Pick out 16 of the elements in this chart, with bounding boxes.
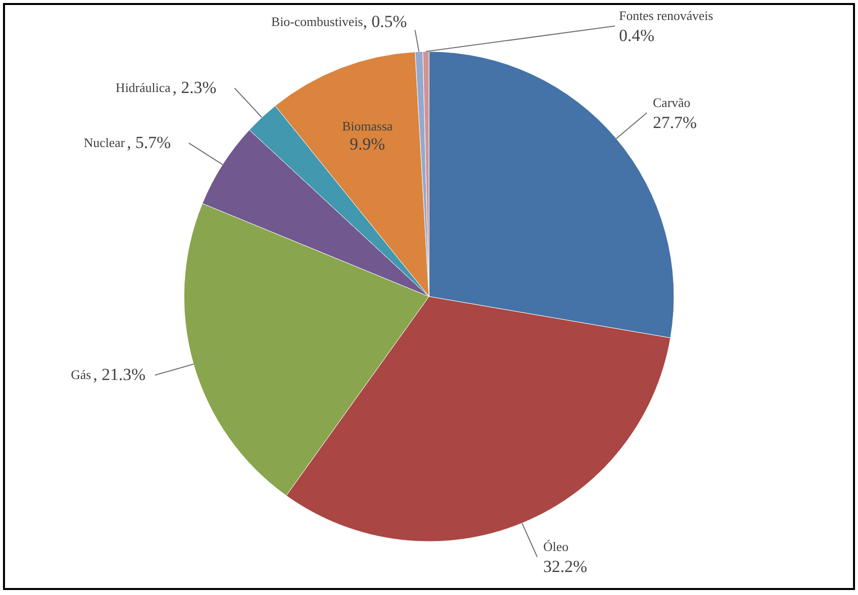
slice-label: Gás [70, 367, 92, 382]
slice-label: Carvão [652, 94, 690, 110]
data-label: , 2.3% [172, 78, 216, 98]
slice-label: Óleo [543, 539, 569, 554]
slice-label: Bio-combustiveis [271, 14, 363, 29]
data-label: 0.4% [619, 26, 654, 45]
data-label: , 21.3% [93, 365, 146, 384]
data-label: , 0.5% [362, 12, 407, 31]
slice-label: Hidráulica [116, 80, 171, 96]
data-label: 27.7% [652, 112, 697, 132]
data-label: 9.9% [350, 134, 386, 154]
slice-label: Biomassa [342, 118, 393, 134]
slice-label: Fontes renováveis [619, 8, 714, 23]
data-label: 32.2% [543, 557, 588, 576]
slice-label: Nuclear [84, 135, 126, 150]
data-label: , 5.7% [126, 133, 171, 152]
